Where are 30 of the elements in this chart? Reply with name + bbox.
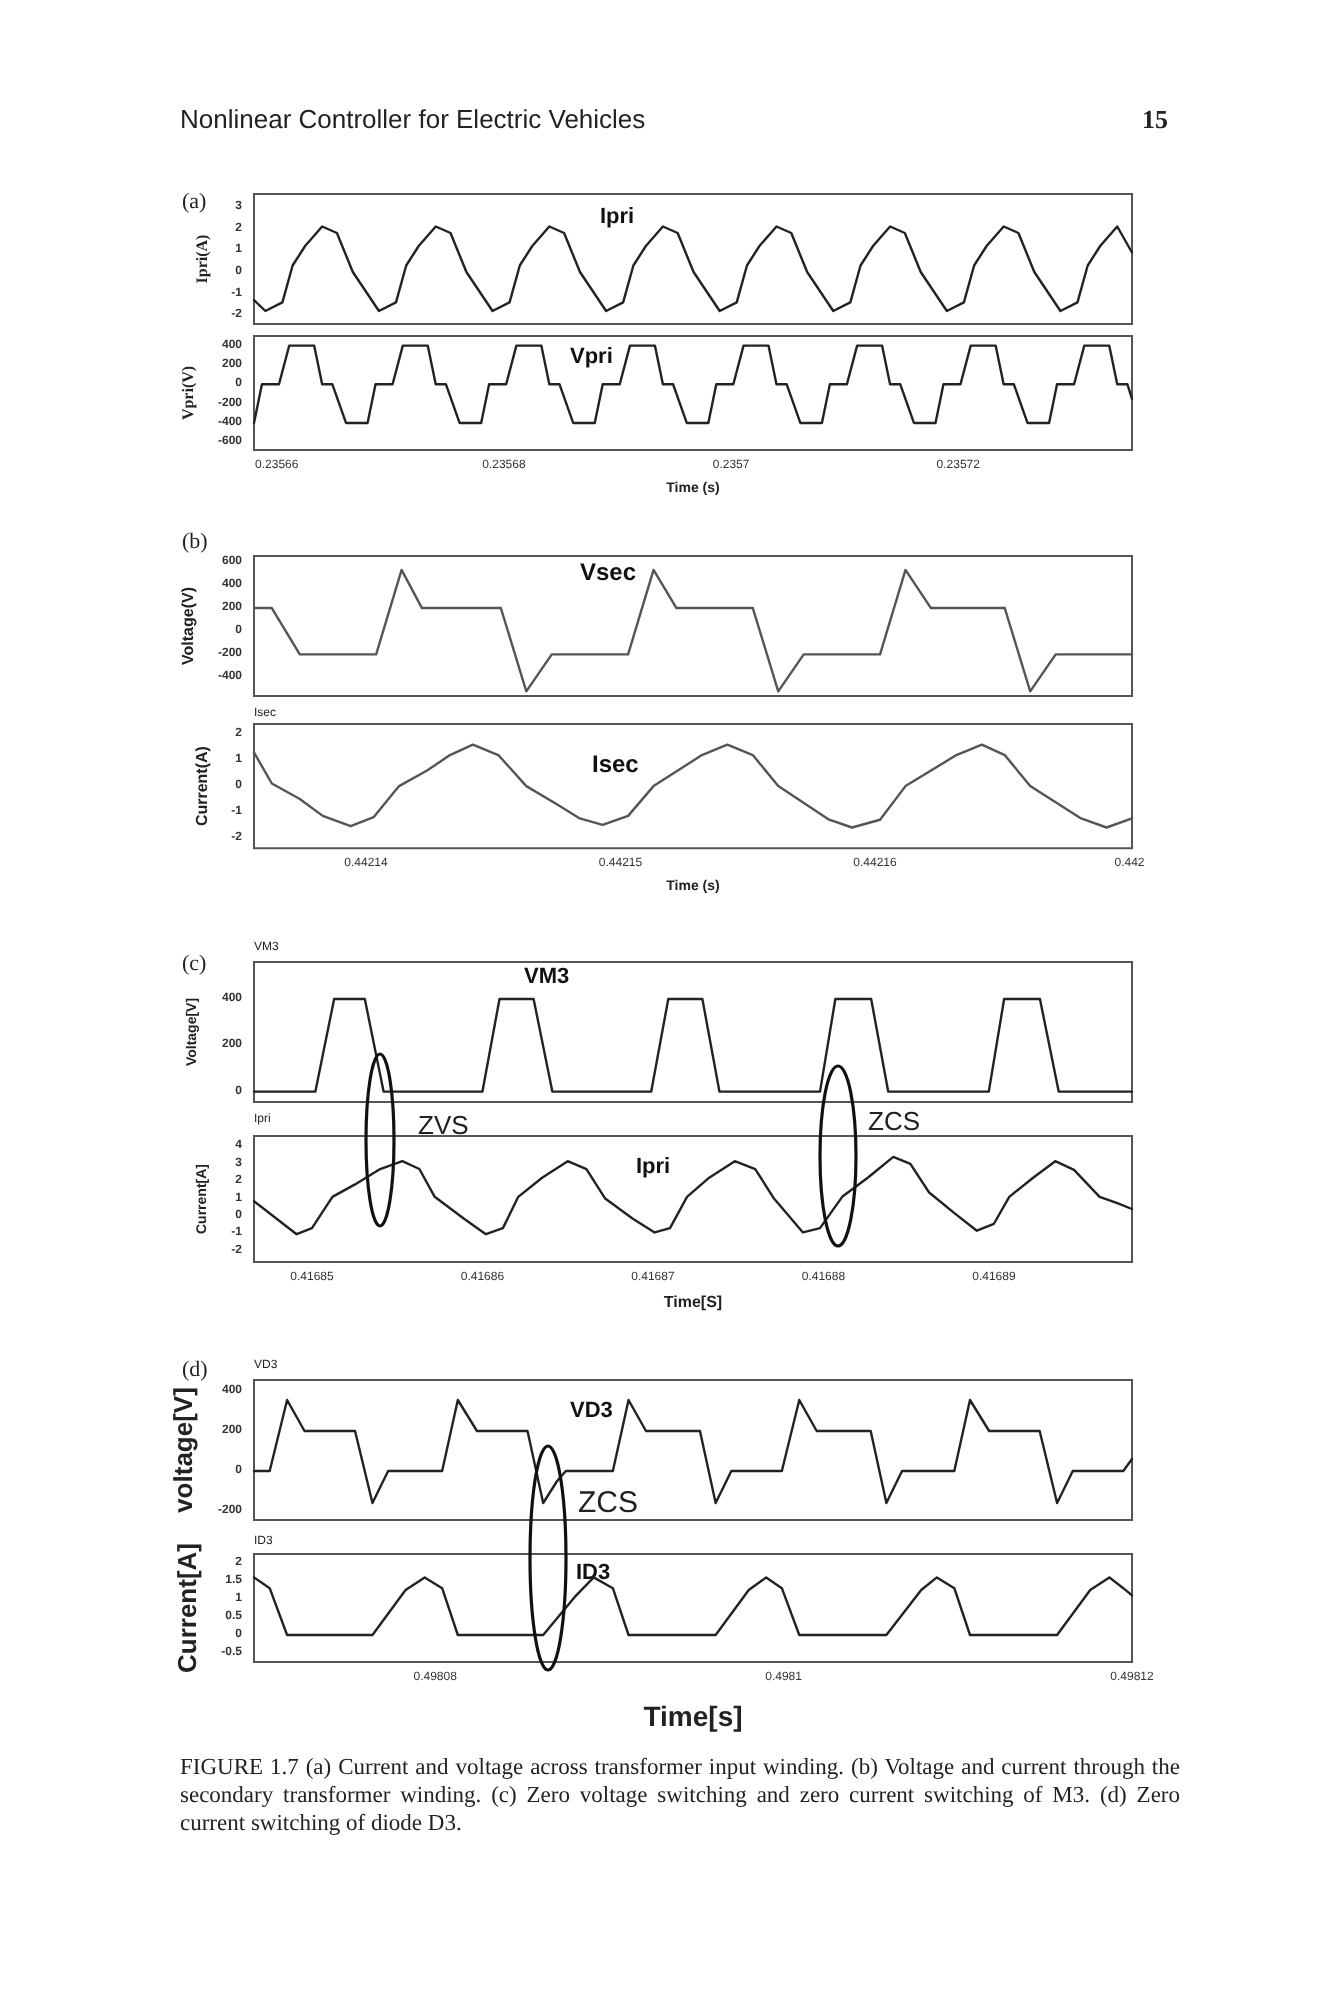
y-axis-title: Ipri(A)	[192, 233, 211, 284]
annotation: ZCS	[868, 1106, 920, 1138]
series-label: Ipri	[636, 1155, 671, 1179]
text: Nonlinear Controller for Electric Vehicles	[180, 104, 646, 136]
y-axis-title: Current[A]	[171, 1543, 202, 1673]
x-axis-title: Time[S]	[663, 1293, 723, 1311]
series-label: Ipri	[600, 205, 635, 229]
line-series	[252, 1576, 1134, 1637]
text: (c)	[182, 952, 207, 979]
caption: FIGURE 1.7 (a) Current and voltage across transformer input winding. (b) Voltage and current through the secondary transformer winding. (c) Zero voltage switching and zero current switching of M3. (d) Zero current switching of diode D3.	[180, 1756, 1180, 1839]
series-label: ID3	[576, 1561, 611, 1585]
line-series	[252, 1155, 1134, 1236]
y-axis-title: Current(A)	[192, 745, 211, 827]
series-label: Vsec	[580, 558, 637, 586]
text: (a)	[182, 190, 207, 217]
text: (d)	[182, 1358, 208, 1385]
y-axis-title: Vpri(V)	[179, 365, 198, 421]
text: (b)	[182, 530, 208, 557]
text: 15	[1142, 104, 1168, 136]
series-label: VD3	[570, 1399, 613, 1423]
series-label: Vpri	[570, 345, 613, 369]
annotation: ZVS	[418, 1110, 469, 1142]
line-series	[252, 344, 1134, 425]
series-label: Isec	[592, 750, 640, 778]
y-axis-title: voltage[V]	[168, 1387, 199, 1513]
x-axis-title: Time[s]	[643, 1700, 743, 1732]
y-axis-title: Voltage(V)	[179, 586, 198, 665]
series-label: VM3	[524, 965, 570, 989]
line-series	[252, 225, 1134, 313]
annotation: ZCS	[578, 1486, 638, 1522]
